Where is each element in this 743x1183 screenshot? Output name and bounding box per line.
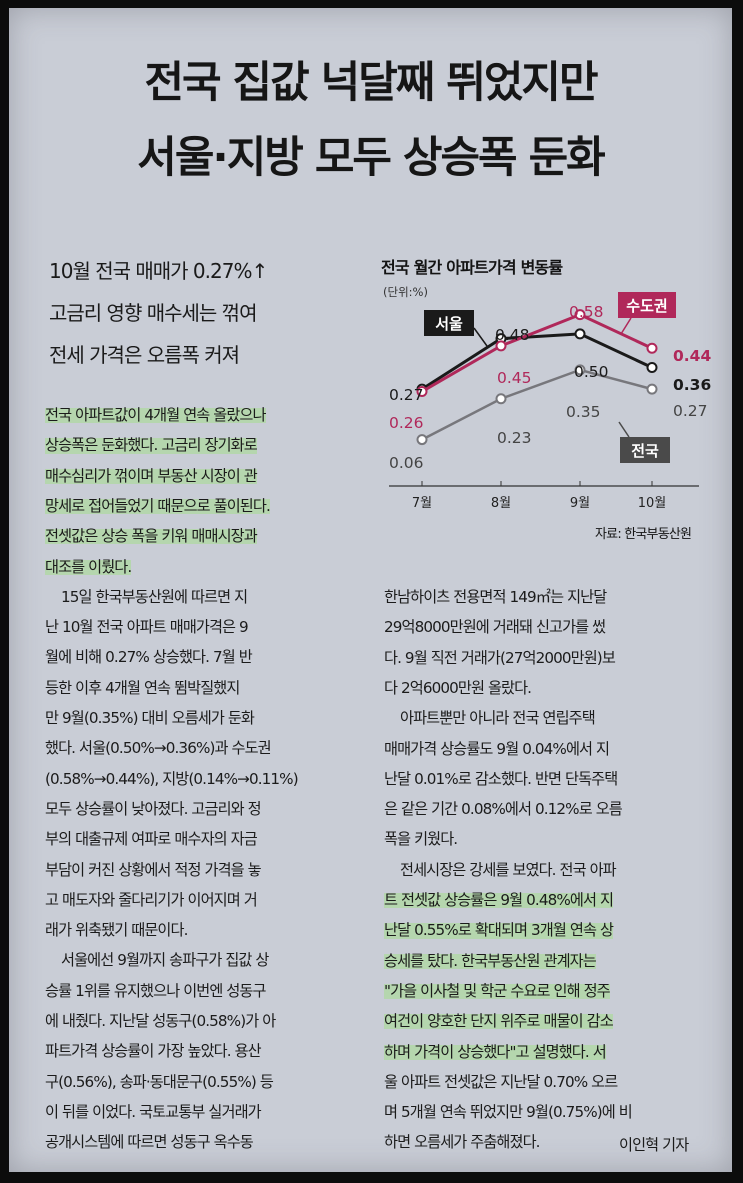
data-point (574, 309, 586, 321)
left-column-line: 만 9월(0.35%) 대비 오름세가 둔화 (45, 709, 255, 727)
byline: 이인혁 기자 (619, 1136, 689, 1154)
data-point (646, 342, 658, 354)
right-column-line: 한남하이츠 전용면적 149㎡는 지난달 (384, 588, 607, 606)
left-column-line: (0.58%→0.44%), 지방(0.14%→0.11%) (45, 769, 299, 788)
data-label: 0.23 (497, 429, 532, 447)
series-name-box (424, 310, 474, 336)
data-label: 0.50 (574, 363, 609, 381)
left-column-line: 모두 상승률이 낮아졌다. 고금리와 정 (45, 799, 262, 818)
data-label: 0.44 (673, 347, 711, 365)
right-column-line: 다 2억6000만원 올랐다. (384, 678, 532, 697)
chart-unit: (단위:%) (383, 285, 428, 299)
x-tick-label: 10월 (638, 496, 667, 511)
right-column-line: 29억8000만원에 거래돼 신고가를 썼 (384, 618, 606, 637)
left-column-line: 15일 한국부동산원에 따르면 지 (61, 587, 248, 606)
newspaper-clipping: 전국 집값 넉달째 뛰었지만 서울·지방 모두 상승폭 둔화 10월 전국 매매… (9, 8, 732, 1172)
series-name-box (620, 437, 670, 463)
data-point (495, 340, 507, 352)
right-column-line: 승세를 탔다. 한국부동산원 관계자는 (384, 951, 597, 970)
left-column-line: 난 10월 전국 아파트 매매가격은 9 (45, 618, 249, 637)
data-label: 0.36 (673, 376, 711, 394)
right-column-line: 여건이 양호한 단지 위주로 매물이 감소 (384, 1012, 614, 1031)
left-column-line: 파트가격 상승률이 가장 높았다. 용산 (45, 1042, 262, 1061)
series-leader-line (620, 317, 632, 335)
left-column-line: 매수심리가 꺾이며 부동산 시장이 관 (45, 466, 258, 485)
left-column-line: 월에 비해 0.27% 상승했다. 7월 반 (45, 648, 253, 667)
right-column-line: 하며 가격이 상승했다"고 설명했다. 서 (384, 1042, 607, 1061)
right-column-line: 폭을 키웠다. (384, 830, 458, 849)
left-column-line: 에 내줬다. 지난달 성동구(0.58%)가 아 (45, 1012, 276, 1030)
left-column-line: 등한 이후 4개월 연속 뜀박질했지 (45, 678, 240, 697)
series-leader-line (473, 327, 488, 347)
x-tick-label: 9월 (570, 496, 590, 511)
subhead-3: 전세 가격은 오름폭 커져 (49, 343, 240, 367)
right-column-line: 은 같은 기간 0.08%에서 0.12%로 오름 (384, 800, 623, 819)
left-column-line: 이 뒤를 이었다. 국토교통부 실거래가 (45, 1102, 262, 1121)
line-chart: 7월 8월 9월 10월 0.27 0.48 0.50 0.36 0.26 0.45 0.58 0.4… (389, 292, 711, 511)
data-point (416, 386, 428, 398)
series-name-label: 서울 (435, 315, 463, 333)
data-label: 0.06 (389, 454, 424, 472)
data-label: 0.58 (569, 303, 604, 321)
right-column-line: 울 아파트 전셋값은 지난달 0.70% 오르 (384, 1072, 618, 1091)
series-name-box (618, 292, 676, 318)
headline-line-1: 전국 집값 넉달째 뛰었지만 (144, 58, 598, 108)
series-line-0 (421, 332, 653, 391)
left-column-line: 부담이 커진 상황에서 적정 가격을 놓 (45, 860, 262, 879)
subhead-1: 10월 전국 매매가 0.27%↑ (49, 259, 268, 283)
x-tick-label: 8월 (491, 496, 511, 511)
data-label: 0.27 (673, 402, 708, 420)
left-column-line: 망세로 접어들었기 때문으로 풀이된다. (45, 496, 271, 515)
left-column-line: 전셋값은 상승 폭을 키워 매매시장과 (45, 527, 258, 546)
data-label: 0.35 (566, 403, 601, 421)
right-column-line: 매매가격 상승률도 9월 0.04%에서 지 (384, 739, 610, 758)
right-column-line: 전세시장은 강세를 보였다. 전국 아파 (400, 860, 617, 879)
left-column-line: 래가 위축됐기 때문이다. (45, 921, 188, 940)
subhead-2: 고금리 영향 매수세는 꺾여 (49, 301, 257, 325)
data-point (646, 383, 658, 395)
series-name-label: 전국 (631, 442, 659, 460)
chart-source: 자료: 한국부동산원 (595, 527, 692, 542)
left-column-line: 전국 아파트값이 4개월 연속 올랐으나 (45, 406, 266, 424)
right-column-line: 아파트뿐만 아니라 전국 연립주택 (400, 709, 596, 728)
data-label: 0.26 (389, 414, 424, 432)
left-column-line: 서울에선 9월까지 송파구가 집값 상 (61, 951, 269, 970)
data-label: 0.45 (497, 369, 532, 387)
left-column-line: 했다. 서울(0.50%→0.36%)과 수도권 (45, 739, 272, 758)
left-column-line: 공개시스템에 따르면 성동구 옥수동 (45, 1133, 254, 1152)
left-column-line: 대조를 이뤘다. (45, 557, 132, 576)
chart-title: 전국 월간 아파트가격 변동률 (381, 258, 563, 277)
right-column-line: 난달 0.01%로 감소했다. 반면 단독주택 (384, 769, 618, 788)
right-column-line: 트 전셋값 상승률은 9월 0.48%에서 지 (384, 891, 614, 909)
series-line-2 (421, 368, 653, 441)
series-leader-line (618, 421, 630, 438)
series-line-1 (421, 312, 653, 393)
right-column-line: 다. 9월 직전 거래가(27억2000만원)보 (384, 648, 616, 667)
left-column-line: 구(0.56%), 송파·동대문구(0.55%) 등 (45, 1072, 274, 1091)
left-column-line: 고 매도자와 줄다리기가 이어지며 거 (45, 890, 258, 909)
data-point (646, 361, 658, 373)
left-column-line: 부의 대출규제 여파로 매수자의 자금 (45, 830, 258, 849)
headline-line-2: 서울·지방 모두 상승폭 둔화 (137, 133, 605, 183)
right-column-line: "가을 이사철 및 학군 수요로 인해 정주 (384, 981, 611, 1000)
left-column-line: 승률 1위를 유지했으나 이번엔 성동구 (45, 981, 266, 1000)
right-column-line: 하면 오름세가 주춤해졌다. (384, 1133, 540, 1152)
data-label: 0.27 (389, 386, 424, 404)
data-label: 0.48 (495, 326, 530, 344)
series-name-label: 수도권 (626, 297, 667, 315)
data-point (416, 434, 428, 446)
right-column-line: 난달 0.55%로 확대되며 3개월 연속 상 (384, 921, 614, 940)
x-tick-label: 7월 (412, 496, 432, 511)
data-point (574, 364, 586, 376)
data-point (574, 328, 586, 340)
data-point (495, 393, 507, 405)
right-column-line: 며 5개월 연속 뛰었지만 9월(0.75%)에 비 (384, 1103, 633, 1122)
left-column-line: 상승폭은 둔화했다. 고금리 장기화로 (45, 436, 258, 455)
